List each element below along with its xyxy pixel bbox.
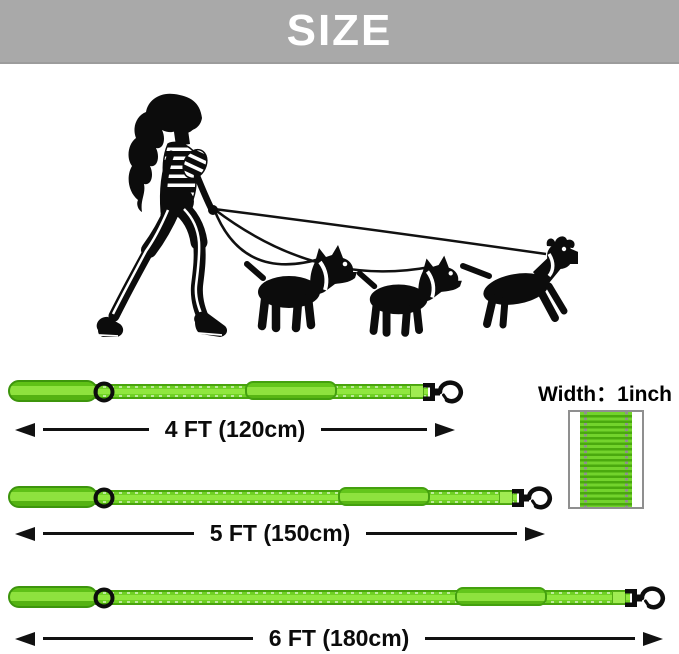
leash-mid-handle	[338, 487, 430, 506]
page-title: SIZE	[286, 6, 393, 55]
leash-webbing	[95, 590, 630, 605]
d-ring-icon	[93, 381, 115, 403]
measurement-arrow-5ft: 5 FT (150cm)	[15, 520, 546, 547]
header-band: SIZE	[0, 0, 679, 64]
length-label-6ft: 6 FT (180cm)	[268, 625, 410, 651]
measurement-arrow-4ft: 4 FT (120cm)	[15, 416, 456, 443]
leash-6ft	[0, 586, 679, 612]
leash-tip	[612, 591, 626, 604]
leash-mid-handle	[455, 587, 547, 606]
snap-hook-icon	[422, 380, 464, 404]
d-ring-icon	[93, 487, 115, 509]
dog-silhouette-3	[460, 236, 578, 329]
snap-hook-icon	[511, 486, 553, 510]
leash-lines	[212, 207, 547, 273]
width-label: Width：1inch	[538, 383, 672, 406]
webbing-texture	[580, 412, 632, 507]
leash-webbing	[95, 490, 517, 505]
leash-tip	[410, 385, 424, 398]
d-ring-icon	[93, 587, 115, 609]
leash-handle	[8, 586, 98, 608]
leash-mid-handle	[245, 381, 337, 400]
arrowhead-right-icon	[525, 526, 546, 541]
webbing-width-swatch	[568, 410, 644, 509]
leash-handle	[8, 486, 98, 508]
length-label-4ft: 4 FT (120cm)	[164, 416, 306, 442]
arrowhead-left-icon	[15, 422, 35, 437]
length-label-5ft: 5 FT (150cm)	[209, 520, 351, 546]
leash-handle	[8, 380, 98, 402]
woman-silhouette	[96, 93, 228, 337]
leash-5ft	[0, 486, 560, 512]
woman-walking-dogs-illustration	[96, 93, 578, 337]
snap-hook-icon	[624, 586, 666, 610]
leash-4ft	[0, 380, 470, 406]
arrowhead-left-icon	[15, 526, 35, 541]
arrowhead-right-icon	[435, 422, 456, 437]
stitch-line	[625, 412, 628, 507]
dog-silhouette-2	[360, 256, 462, 333]
arrowhead-right-icon	[643, 631, 664, 646]
leash-tip	[499, 491, 513, 504]
arrowhead-left-icon	[15, 631, 35, 646]
measurement-arrow-6ft: 6 FT (180cm)	[15, 625, 664, 652]
stitch-line	[584, 412, 587, 507]
